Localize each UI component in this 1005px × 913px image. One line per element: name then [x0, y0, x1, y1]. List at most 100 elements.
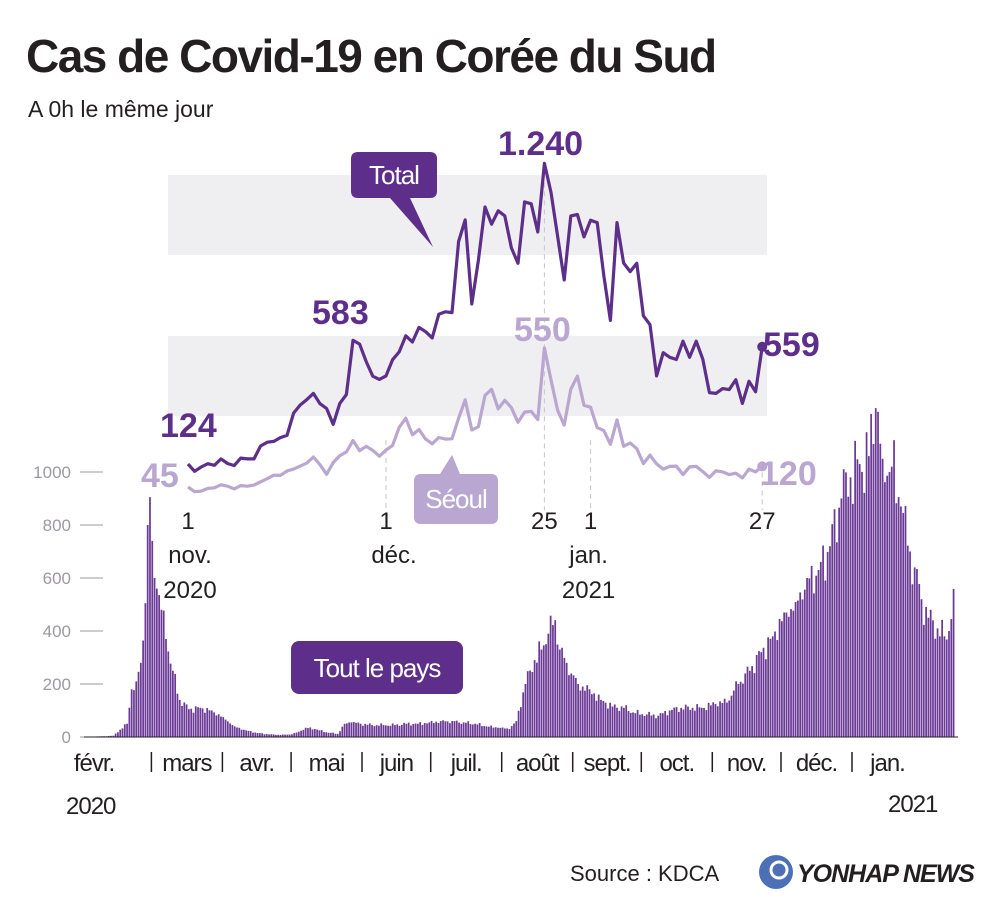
seoul-end-point: [757, 461, 768, 472]
y-tick-label: 200: [43, 675, 71, 694]
national-bar: [210, 710, 213, 737]
national-bar: [320, 730, 323, 737]
national-bar: [503, 728, 506, 737]
national-bar: [416, 723, 419, 737]
national-bar: [632, 712, 634, 737]
national-bar: [929, 609, 932, 737]
national-bar: [625, 705, 628, 737]
national-bar: [904, 505, 907, 737]
national-bar: [581, 686, 584, 737]
national-bar: [467, 721, 470, 737]
national-bar: [430, 720, 433, 737]
national-bar: [387, 725, 389, 737]
inset-x-sub-label: déc.: [371, 542, 416, 569]
national-bar: [499, 727, 502, 737]
national-bar: [307, 728, 309, 737]
national-bar: [311, 729, 314, 737]
national-bar: [382, 725, 385, 738]
inset-x-sub-label: nov.: [168, 542, 212, 569]
national-bar: [188, 709, 190, 737]
national-bar: [249, 731, 252, 737]
national-bar: [597, 694, 600, 737]
national-bar: [723, 698, 726, 737]
national-bar: [916, 569, 918, 737]
national-bar: [538, 641, 541, 737]
national-bar: [522, 692, 525, 737]
national-bar: [666, 715, 669, 737]
national-bar: [240, 729, 243, 737]
national-bar: [607, 708, 609, 737]
national-bar: [787, 616, 790, 737]
national-bar: [174, 673, 177, 737]
national-bar: [487, 726, 490, 737]
national-bar: [313, 729, 316, 737]
national-bar: [426, 723, 428, 737]
national-bar: [229, 723, 231, 737]
national-bar: [694, 710, 696, 737]
national-bar: [506, 728, 508, 737]
national-bar: [623, 707, 625, 737]
national-bar: [558, 649, 561, 737]
national-bar: [343, 723, 346, 737]
national-bar: [357, 722, 360, 737]
national-bar: [568, 675, 570, 737]
national-bar: [751, 666, 753, 737]
national-bar: [932, 620, 934, 737]
national-bar: [737, 684, 740, 737]
national-bar: [742, 683, 744, 737]
month-label: févr.: [74, 750, 114, 777]
yonhap-logo-icon-inner: [769, 860, 789, 880]
national-bar: [785, 612, 788, 737]
y-tick-label: 400: [43, 622, 71, 641]
national-bar: [362, 725, 364, 737]
national-bar: [822, 545, 824, 737]
national-bar: [233, 726, 236, 737]
national-bar: [650, 715, 653, 737]
national-bar: [542, 645, 545, 737]
national-bar: [428, 722, 431, 737]
national-bar: [167, 651, 170, 737]
inset-x-tick-label: 1: [181, 508, 194, 535]
national-bar: [318, 730, 321, 737]
national-bar: [604, 702, 607, 737]
national-bar: [254, 732, 257, 737]
national-bar: [364, 723, 367, 737]
national-bar: [577, 684, 579, 737]
national-bar: [854, 440, 856, 737]
national-bar: [902, 513, 905, 737]
national-bar: [726, 702, 728, 737]
national-bar: [588, 689, 591, 737]
national-bar: [900, 506, 902, 737]
national-bar: [732, 690, 735, 737]
national-bar: [753, 673, 756, 737]
national-bar: [634, 713, 637, 737]
national-bar: [366, 724, 369, 737]
national-bar: [897, 497, 900, 737]
national-bar: [272, 734, 275, 737]
national-bar: [764, 659, 767, 737]
national-bar: [396, 724, 399, 737]
national-bar: [826, 551, 829, 737]
national-bar: [874, 408, 877, 737]
national-bar: [359, 723, 362, 737]
national-bar: [476, 724, 479, 737]
national-bar: [190, 708, 193, 737]
national-bar: [552, 625, 554, 737]
callout-total: Total: [351, 152, 437, 247]
national-bar: [446, 721, 449, 737]
national-bar: [716, 706, 719, 737]
seoul-value-label: 45: [141, 457, 179, 495]
national-bar: [149, 497, 151, 737]
national-bar: [332, 732, 334, 737]
national-bar: [384, 725, 387, 737]
national-bar: [389, 725, 392, 737]
national-bar: [158, 595, 160, 737]
national-bars: [85, 408, 955, 738]
national-bar: [471, 724, 474, 737]
national-bar: [449, 723, 451, 737]
national-bar: [410, 725, 412, 737]
national-bar: [909, 551, 911, 737]
national-bar: [151, 540, 154, 737]
national-bar: [368, 723, 371, 737]
